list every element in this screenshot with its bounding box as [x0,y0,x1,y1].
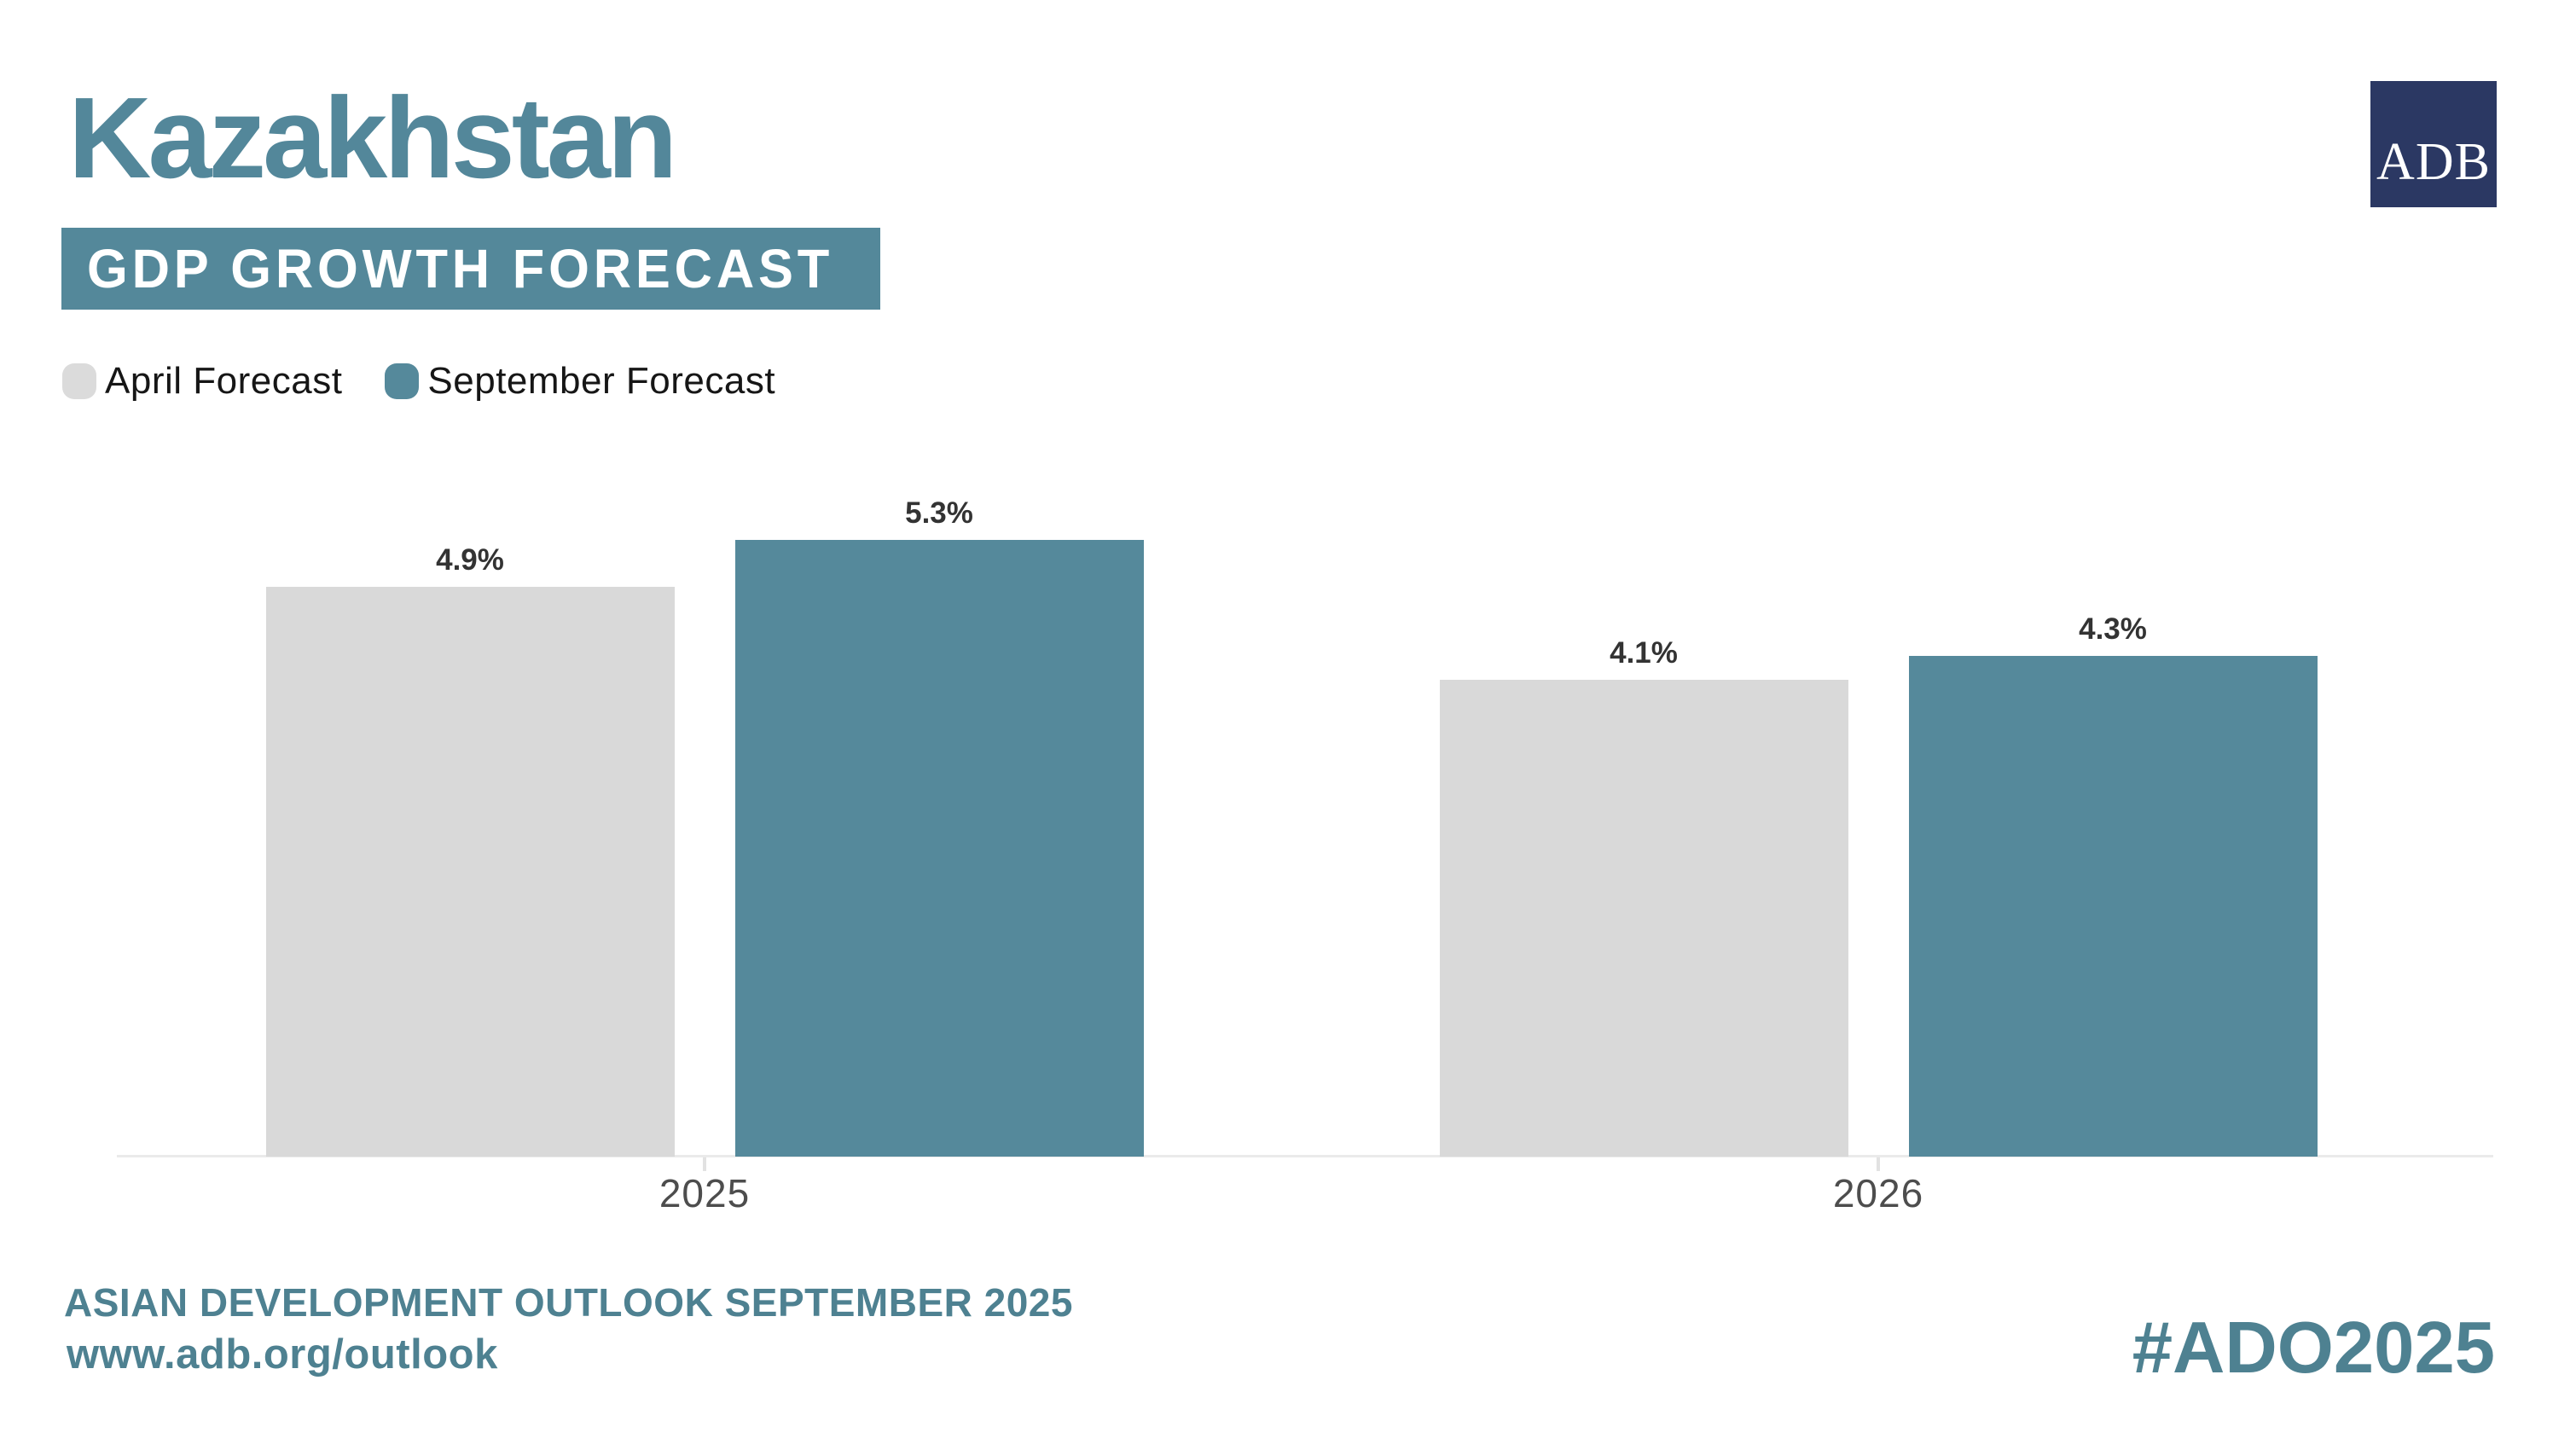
legend-item-september: September Forecast [385,360,775,403]
bar-september-2025 [734,540,1144,1157]
x-axis-tick-2026 [1877,1157,1880,1171]
legend-label-september: September Forecast [427,360,776,402]
legend-label-april: April Forecast [105,360,343,402]
x-axis-label-2025: 2025 [659,1171,751,1215]
legend-swatch-april [62,363,96,399]
footer-publication-title: ASIAN DEVELOPMENT OUTLOOK SEPTEMBER 2025 [64,1280,1073,1325]
page-title: Kazakhstan [68,73,677,202]
value-label-april-2025: 4.9% [436,543,504,577]
x-axis-line [117,1155,2493,1157]
subtitle-banner-label: GDP GROWTH FORECAST [87,238,834,299]
bar-april-2025 [265,587,675,1157]
x-axis-label-2026: 2026 [1832,1171,1924,1215]
value-label-september-2025: 5.3% [905,496,973,530]
subtitle-banner: GDP GROWTH FORECAST [61,228,880,310]
x-axis-tick-2025 [703,1157,706,1171]
value-label-april-2026: 4.1% [1610,636,1678,670]
value-label-september-2026: 4.3% [2079,612,2147,646]
footer-hashtag: #ADO2025 [2132,1308,2495,1389]
legend-swatch-september [385,363,420,399]
footer-url: www.adb.org/outlook [67,1331,498,1378]
bar-april-2026 [1439,680,1848,1157]
bar-september-2026 [1908,656,2318,1157]
chart-legend: April Forecast September Forecast [62,360,775,403]
legend-item-april: April Forecast [62,360,342,403]
adb-logo: ADB [2370,81,2497,207]
adb-logo-text: ADB [2376,133,2491,191]
